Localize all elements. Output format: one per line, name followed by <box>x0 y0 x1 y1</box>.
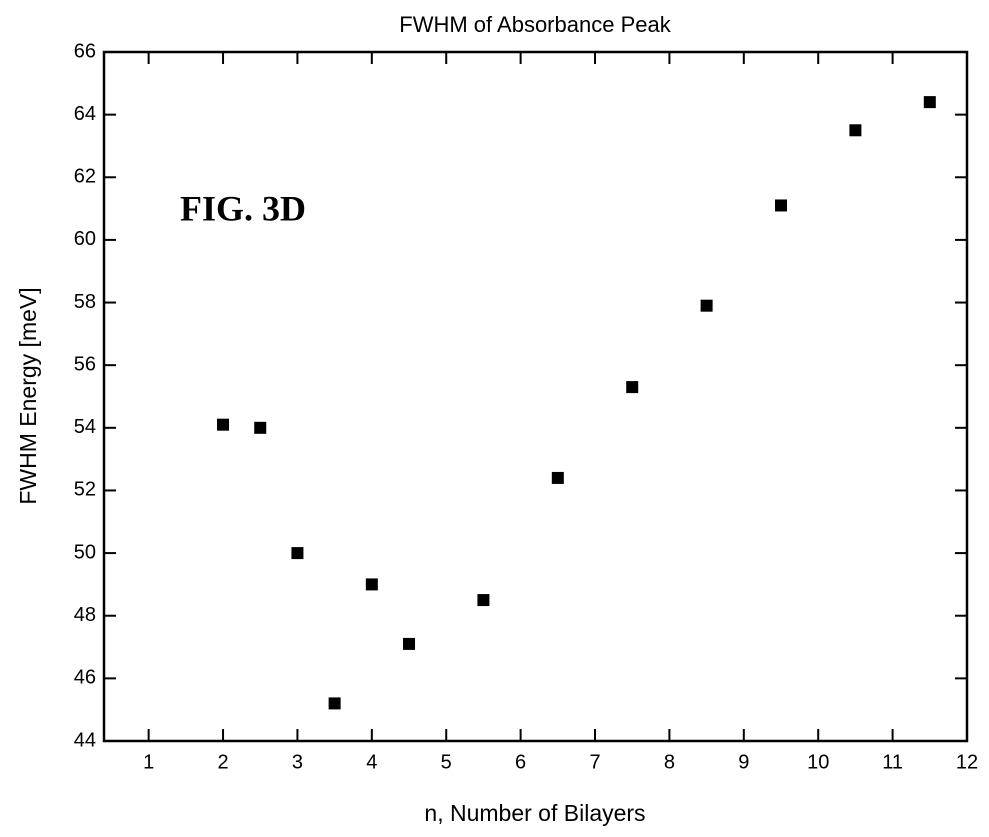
x-tick-label: 5 <box>441 751 452 773</box>
point <box>849 124 862 137</box>
y-tick-label: 56 <box>74 353 96 375</box>
chart-title: FWHM of Absorbance Peak <box>399 12 671 37</box>
y-tick-label: 52 <box>74 479 96 501</box>
y-tick-label: 66 <box>74 40 96 62</box>
y-tick-label: 64 <box>74 103 96 125</box>
x-tick-label: 6 <box>515 751 526 773</box>
point <box>700 299 713 312</box>
point <box>477 594 490 607</box>
x-tick-label: 3 <box>292 751 303 773</box>
point <box>775 199 788 212</box>
x-tick-label: 9 <box>738 751 749 773</box>
point <box>923 96 936 109</box>
y-tick-label: 44 <box>74 729 96 751</box>
y-tick-label: 50 <box>74 541 96 563</box>
y-tick-label: 46 <box>74 667 96 689</box>
point <box>291 547 304 560</box>
y-tick-label: 62 <box>74 166 96 188</box>
y-tick-label: 54 <box>74 416 96 438</box>
y-tick-label: 58 <box>74 291 96 313</box>
point <box>403 637 416 650</box>
point <box>328 697 341 710</box>
point <box>626 381 639 394</box>
x-tick-label: 8 <box>664 751 675 773</box>
plot-frame <box>102 50 969 743</box>
x-axis-label: n, Number of Bilayers <box>424 800 645 826</box>
point <box>217 418 230 431</box>
x-tick-label: 1 <box>143 751 154 773</box>
annotation: FIG. 3D <box>180 188 306 228</box>
x-tick-label: 4 <box>366 751 377 773</box>
x-tick-label: 12 <box>956 751 978 773</box>
y-axis-label: FWHM Energy [meV] <box>15 287 41 504</box>
x-tick-label: 10 <box>807 751 829 773</box>
point <box>551 471 564 484</box>
x-tick-label: 2 <box>217 751 228 773</box>
y-tick-label: 60 <box>74 228 96 250</box>
y-tick-label: 48 <box>74 604 96 626</box>
x-tick-label: 11 <box>882 751 903 773</box>
point <box>254 421 267 434</box>
x-tick-label: 7 <box>589 751 600 773</box>
point <box>365 578 378 591</box>
